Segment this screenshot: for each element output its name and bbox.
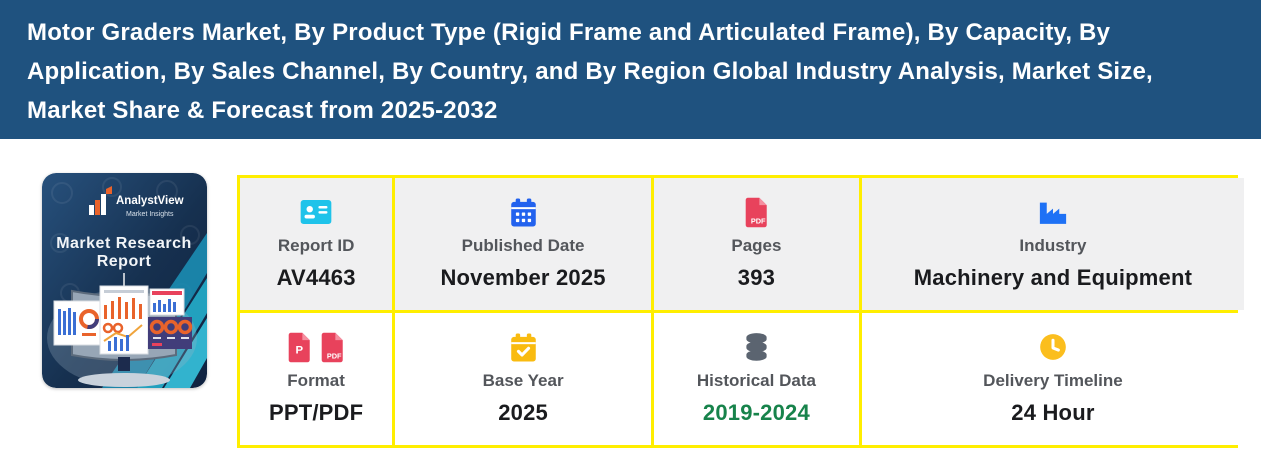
info-cell-pages: PDF Pages 393 — [653, 178, 859, 310]
pdf-file-icon: PDF — [321, 332, 343, 362]
info-value: 24 Hour — [1011, 400, 1095, 425]
info-cell-base-year: Base Year 2025 — [395, 313, 651, 445]
info-label: Format — [287, 371, 345, 390]
info-label: Historical Data — [696, 371, 816, 390]
clock-icon — [1039, 332, 1067, 362]
report-cover-thumbnail: AnalystView Market Insights Market Resea… — [42, 173, 207, 388]
info-cell-report-id: Report ID AV4463 — [240, 178, 393, 310]
info-label: Pages — [731, 236, 782, 255]
monitor-illustration — [53, 285, 193, 387]
id-card-icon — [300, 197, 332, 227]
info-label: Report ID — [277, 236, 355, 255]
factory-icon — [1038, 197, 1068, 227]
info-value: November 2025 — [440, 265, 606, 290]
info-value: 393 — [737, 265, 776, 290]
report-info-grid: Report ID AV4463 Published Date November… — [237, 175, 1244, 448]
info-value: Machinery and Equipment — [913, 265, 1193, 290]
cover-title-line1: Market Research — [56, 235, 192, 252]
report-cover-art: AnalystView Market Insights Market Resea… — [42, 173, 207, 388]
info-cell-industry: Industry Machinery and Equipment — [861, 178, 1244, 310]
database-icon — [743, 332, 770, 362]
info-cell-delivery-timeline: Delivery Timeline 24 Hour — [861, 313, 1244, 445]
brand-logo-icon — [89, 186, 112, 215]
page-body: AnalystView Market Insights Market Resea… — [0, 139, 1261, 472]
svg-text:PDF: PDF — [751, 216, 766, 225]
info-value: PPT/PDF — [268, 400, 364, 425]
info-value: 2025 — [498, 400, 548, 425]
info-value: 2019-2024 — [702, 400, 810, 425]
calendar-icon — [510, 197, 537, 227]
info-label: Published Date — [461, 236, 585, 255]
info-cell-published-date: Published Date November 2025 — [395, 178, 651, 310]
ppt-pdf-files-icon: P PDF — [287, 332, 345, 362]
ppt-file-icon: P — [288, 332, 310, 362]
brand-name: AnalystView — [116, 195, 184, 207]
info-label: Delivery Timeline — [983, 371, 1123, 390]
info-cell-historical-data: Historical Data 2019-2024 — [653, 313, 859, 445]
info-label: Base Year — [482, 371, 564, 390]
info-value: AV4463 — [276, 265, 356, 290]
page-title: Motor Graders Market, By Product Type (R… — [27, 19, 1153, 124]
calendar-check-icon — [510, 332, 537, 362]
info-cell-format: P PDF Format PPT/PDF — [240, 313, 393, 445]
info-label: Industry — [1019, 236, 1087, 255]
cover-title-line2: Report — [97, 253, 152, 270]
svg-text:P: P — [296, 344, 304, 356]
svg-text:PDF: PDF — [327, 351, 342, 360]
header-band: Motor Graders Market, By Product Type (R… — [0, 0, 1261, 139]
pdf-file-icon: PDF — [744, 197, 769, 227]
brand-tagline: Market Insights — [126, 211, 174, 218]
